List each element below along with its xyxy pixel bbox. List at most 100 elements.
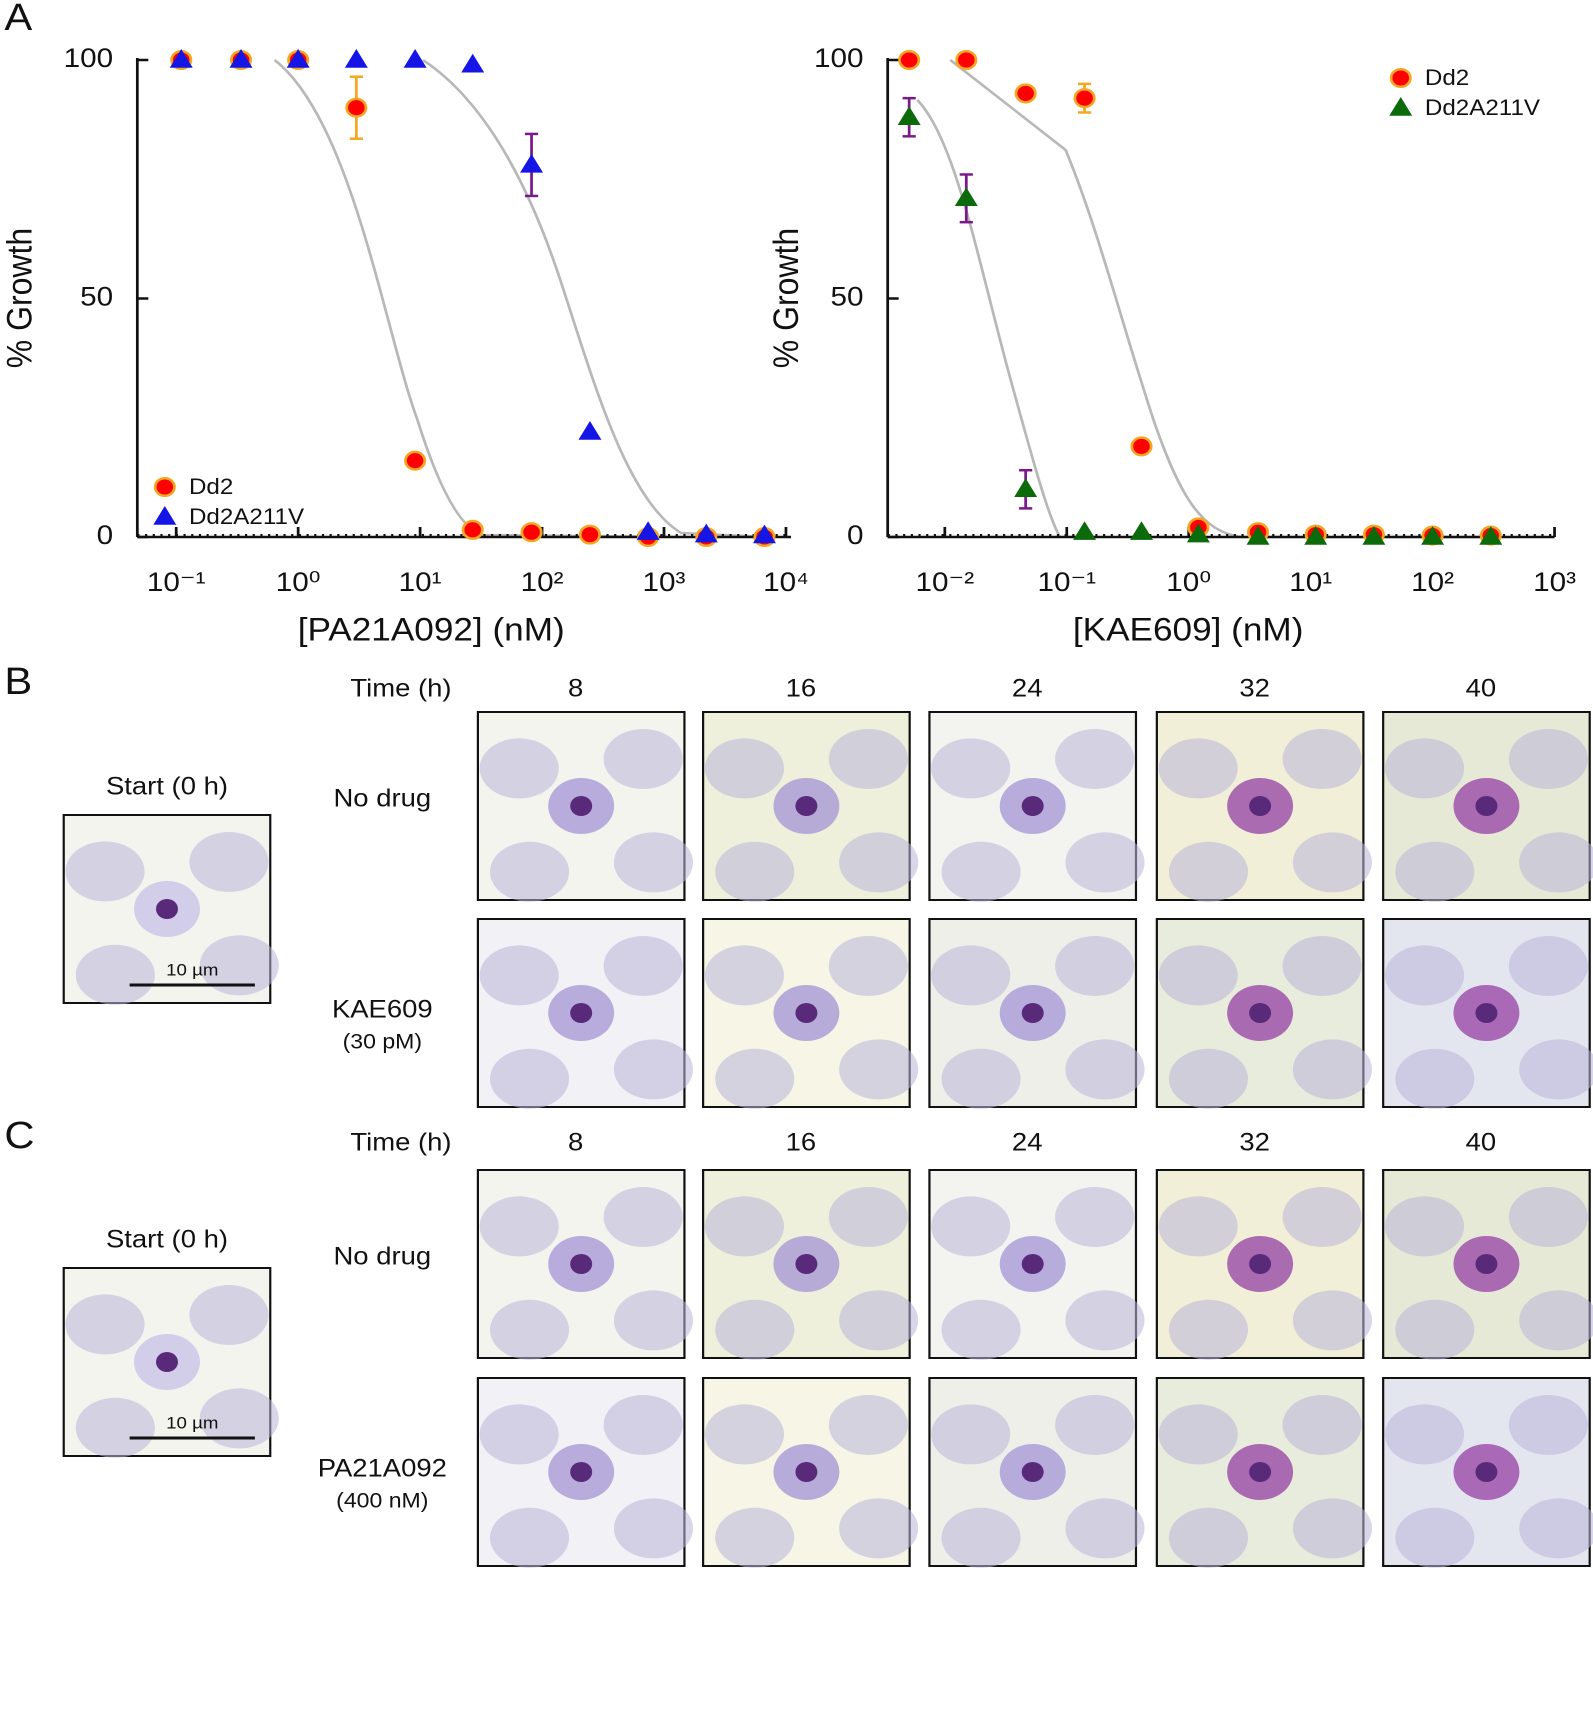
data-point	[578, 421, 602, 440]
parasite	[1021, 1462, 1044, 1482]
x-tick-label: 10¹	[399, 567, 442, 597]
cell	[1395, 1299, 1475, 1360]
cell	[1519, 832, 1593, 893]
cell	[1384, 1404, 1465, 1465]
parasite	[795, 1254, 818, 1274]
parasite	[156, 1352, 178, 1372]
cell	[199, 935, 279, 996]
x-tick-label: 10²	[1411, 567, 1454, 597]
cell	[613, 1498, 694, 1559]
x-axis-label: [KAE609] (nM)	[1073, 613, 1304, 648]
cell	[75, 1397, 155, 1458]
cell	[489, 1299, 570, 1360]
parasite	[1021, 1254, 1044, 1274]
cell	[931, 1404, 1011, 1465]
scale-bar-label: 10 µm	[166, 960, 218, 979]
parasite	[570, 796, 593, 816]
time-value: 8	[568, 1128, 583, 1157]
cell	[1168, 841, 1249, 902]
cell	[704, 1196, 784, 1257]
data-point	[1304, 526, 1328, 545]
cell	[603, 729, 683, 789]
cell	[1065, 832, 1145, 893]
cell	[1282, 1395, 1362, 1455]
parasite	[1475, 1254, 1498, 1274]
cell	[1282, 729, 1362, 789]
panel-label: B	[4, 661, 32, 703]
legend-marker	[1389, 97, 1413, 116]
fit-curve	[422, 58, 770, 539]
cell	[839, 1498, 919, 1559]
parasite	[1021, 1003, 1044, 1023]
data-point	[286, 49, 310, 68]
cell	[1292, 1498, 1372, 1559]
y-axis-label: % Growth	[768, 228, 807, 368]
cell	[479, 1404, 559, 1465]
cell	[1158, 1404, 1238, 1465]
data-point	[520, 522, 543, 543]
cell	[603, 1187, 683, 1247]
cell	[828, 1187, 908, 1247]
parasite	[570, 1254, 593, 1274]
time-value: 40	[1466, 1128, 1497, 1157]
cell	[1519, 1290, 1593, 1351]
y-tick-label: 0	[97, 520, 114, 550]
fit-curve	[949, 59, 1495, 539]
data-point	[461, 53, 485, 73]
cell	[613, 832, 694, 893]
cell	[1384, 1196, 1465, 1257]
y-tick-label: 100	[64, 43, 113, 73]
parasite	[1475, 1003, 1498, 1023]
data-point	[1073, 521, 1097, 540]
cell	[931, 1196, 1011, 1257]
legend-label: Dd2A211V	[1425, 95, 1541, 120]
row-sublabel: (30 pM)	[343, 1030, 422, 1054]
cell	[941, 841, 1021, 902]
cell	[1055, 729, 1135, 789]
parasite	[795, 1003, 818, 1023]
cell	[715, 1507, 795, 1568]
cell	[1282, 936, 1362, 996]
cell	[1158, 945, 1238, 1006]
cell	[603, 936, 683, 996]
cell	[189, 1285, 269, 1345]
cell	[1168, 1048, 1249, 1109]
cell	[704, 1404, 784, 1465]
row-label: KAE609	[332, 995, 433, 1024]
y-tick-label: 50	[80, 282, 113, 312]
data-point	[578, 524, 601, 545]
data-point	[1130, 436, 1153, 457]
legend-marker	[1389, 67, 1412, 89]
row-sublabel: (400 nM)	[336, 1489, 428, 1513]
cell	[1508, 729, 1588, 789]
cell	[1158, 738, 1238, 799]
cell	[715, 1299, 795, 1360]
x-tick-label: 10³	[1533, 567, 1576, 597]
cell	[1395, 841, 1475, 902]
data-point	[898, 49, 921, 71]
cell	[704, 738, 784, 799]
data-point	[1014, 83, 1037, 104]
x-axis-label: [PA21A092] (nM)	[298, 613, 565, 648]
time-value: 24	[1012, 1128, 1043, 1157]
time-value: 8	[568, 674, 583, 703]
cell	[479, 738, 559, 799]
legend-marker	[153, 506, 177, 525]
scale-bar-label: 10 µm	[166, 1413, 218, 1432]
parasite	[156, 899, 178, 919]
cell	[1508, 1395, 1588, 1455]
data-point	[169, 49, 193, 68]
parasite	[1475, 796, 1498, 816]
x-tick-label: 10³	[643, 567, 686, 597]
parasite	[795, 1462, 818, 1482]
time-label: Time (h)	[350, 674, 451, 703]
cell	[828, 1395, 908, 1455]
cell	[613, 1290, 694, 1351]
parasite	[1249, 796, 1272, 816]
time-value: 24	[1012, 674, 1043, 703]
cell	[613, 1039, 694, 1100]
legend-label: Dd2A211V	[189, 504, 305, 529]
parasite	[1249, 1003, 1272, 1023]
cell	[603, 1395, 683, 1455]
data-point	[753, 524, 776, 544]
